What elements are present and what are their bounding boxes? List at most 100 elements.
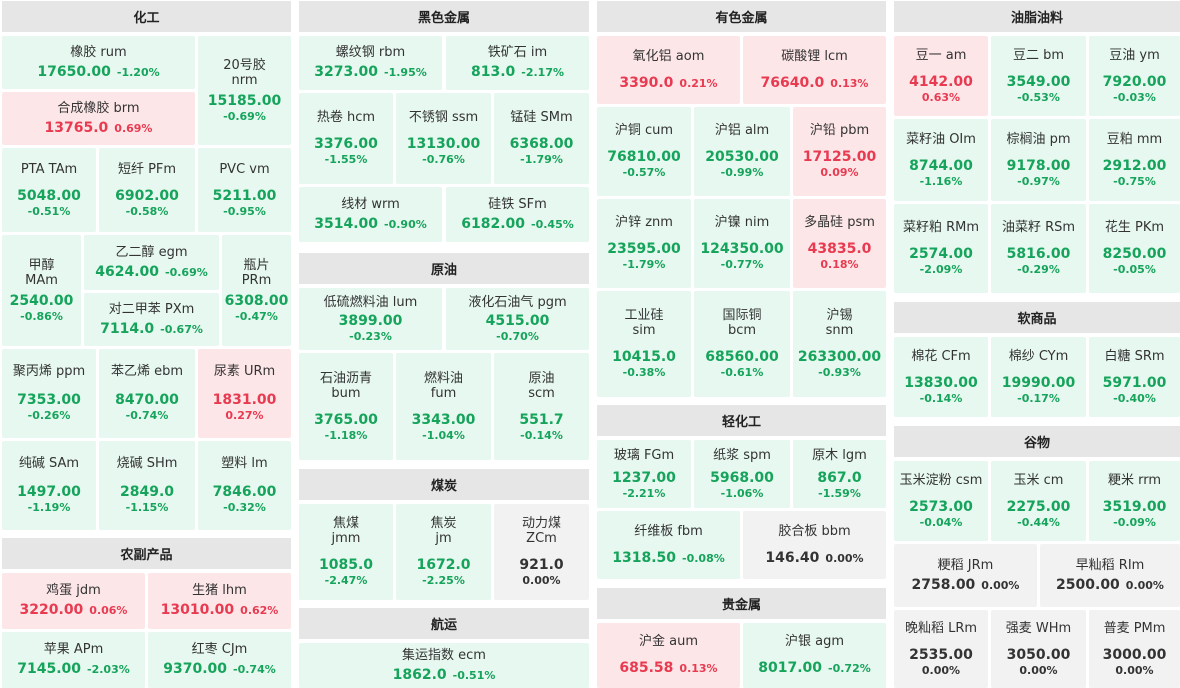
- quote-tile-jdm[interactable]: 鸡蛋 jdm 3220.00 0.06%: [2, 573, 145, 629]
- quote-tile-rim[interactable]: 早籼稻 RIm 2500.00 0.00%: [1040, 544, 1180, 607]
- quote-tile-cfm[interactable]: 棉花 CFm 13830.00 -0.14%: [894, 337, 988, 417]
- quote-tile-aum[interactable]: 沪金 aum 685.58 0.13%: [597, 623, 740, 688]
- quote-tile-rmm[interactable]: 菜籽粕 RMm 2574.00 -2.09%: [894, 204, 988, 293]
- section-header-light: 轻化工: [597, 405, 886, 436]
- quote-tile-rum[interactable]: 橡胶 rum 17650.00 -1.20%: [2, 36, 195, 89]
- quote-code: PRm: [241, 272, 272, 288]
- quote-tile-mm[interactable]: 豆粕 mm 2912.00 -0.75%: [1089, 119, 1180, 201]
- quote-tile-cm[interactable]: 玉米 cm 2275.00 -0.44%: [991, 461, 1086, 541]
- quote-tile-jm[interactable]: 焦炭 jm 1672.0 -2.25%: [396, 504, 491, 600]
- section-header-precious: 贵金属: [597, 588, 886, 619]
- quote-tile-bm[interactable]: 豆二 bm 3549.00 -0.53%: [991, 36, 1086, 116]
- quote-tile-tam[interactable]: PTA TAm 5048.00 -0.51%: [2, 148, 96, 232]
- quote-name: 铁矿石 im: [487, 45, 548, 60]
- quote-tile-aom[interactable]: 氧化铝 aom 3390.0 0.21%: [597, 36, 740, 104]
- quote-tile-vm[interactable]: PVC vm 5211.00 -0.95%: [198, 148, 291, 232]
- quote-tile-lum[interactable]: 低硫燃料油 lum 3899.00 -0.23%: [299, 288, 442, 350]
- quote-tile-bcm[interactable]: 国际铜 bcm 68560.00 -0.61%: [694, 291, 790, 397]
- quote-tile-pgm[interactable]: 液化石油气 pgm 4515.00 -0.70%: [446, 288, 589, 350]
- quote-price: 3390.0: [619, 74, 674, 91]
- quote-tile-lgm[interactable]: 原木 lgm 867.0 -1.59%: [793, 440, 886, 508]
- quote-tile-shm[interactable]: 烧碱 SHm 2849.0 -1.15%: [99, 441, 195, 530]
- quote-price: 43835.0: [807, 241, 872, 257]
- quote-tile-prm[interactable]: 瓶片 PRm 6308.00 -0.47%: [222, 235, 291, 346]
- quote-change: -2.25%: [422, 574, 465, 587]
- quote-tile-sfm[interactable]: 硅铁 SFm 6182.00 -0.45%: [446, 187, 589, 242]
- quote-tile-pfm[interactable]: 短纤 PFm 6902.00 -0.58%: [99, 148, 195, 232]
- quote-tile-pkm[interactable]: 花生 PKm 8250.00 -0.05%: [1089, 204, 1180, 293]
- quote-tile-pmm[interactable]: 普麦 PMm 3000.00 0.00%: [1089, 610, 1180, 688]
- quote-tile-scm[interactable]: 原油 scm 551.7 -0.14%: [494, 353, 589, 460]
- quote-tile-psm[interactable]: 多晶硅 psm 43835.0 0.18%: [793, 199, 886, 288]
- quote-tile-bum[interactable]: 石油沥青 bum 3765.00 -1.18%: [299, 353, 393, 460]
- quote-tile-agm[interactable]: 沪银 agm 8017.00 -0.72%: [743, 623, 886, 688]
- quote-code: nrm: [231, 72, 258, 88]
- section-header-coal: 煤炭: [299, 469, 589, 500]
- quote-tile-wrm[interactable]: 线材 wrm 3514.00 -0.90%: [299, 187, 442, 242]
- quote-tile-egm[interactable]: 乙二醇 egm 4624.00 -0.69%: [84, 235, 219, 290]
- quote-tile-brm[interactable]: 合成橡胶 brm 13765.0 0.69%: [2, 92, 195, 145]
- quote-tile-znm[interactable]: 沪锌 znm 23595.00 -1.79%: [597, 199, 691, 288]
- quote-price: 3765.00: [314, 411, 378, 428]
- quote-tile-cjm[interactable]: 红枣 CJm 9370.00 -0.74%: [148, 632, 291, 688]
- quote-tile-pm[interactable]: 棕榈油 pm 9178.00 -0.97%: [991, 119, 1086, 201]
- quote-tile-fgm[interactable]: 玻璃 FGm 1237.00 -2.21%: [597, 440, 691, 508]
- quote-tile-ecm[interactable]: 集运指数 ecm 1862.0 -0.51%: [299, 643, 589, 688]
- quote-tile-im[interactable]: 铁矿石 im 813.0 -2.17%: [446, 36, 589, 90]
- quote-tile-apm[interactable]: 苹果 APm 7145.00 -2.03%: [2, 632, 145, 688]
- quote-tile-bbm[interactable]: 胶合板 bbm 146.40 0.00%: [743, 511, 886, 579]
- quote-change: -1.59%: [818, 486, 861, 500]
- quote-tile-ssm[interactable]: 不锈钢 ssm 13130.00 -0.76%: [396, 93, 491, 184]
- quote-tile-am[interactable]: 豆一 am 4142.00 0.63%: [894, 36, 988, 116]
- quote-price: 5971.00: [1102, 374, 1167, 391]
- quote-tile-ppm[interactable]: 聚丙烯 ppm 7353.00 -0.26%: [2, 349, 96, 438]
- quote-tile-zcm[interactable]: 动力煤 ZCm 921.0 0.00%: [494, 504, 589, 600]
- quote-tile-lcm[interactable]: 碳酸锂 lcm 76640.0 0.13%: [743, 36, 886, 104]
- quote-tile-ym[interactable]: 豆油 ym 7920.00 -0.03%: [1089, 36, 1180, 116]
- quote-tile-lm[interactable]: 塑料 lm 7846.00 -0.32%: [198, 441, 291, 530]
- quote-price: 146.40: [765, 549, 820, 566]
- quote-tile-jmm[interactable]: 焦煤 jmm 1085.0 -2.47%: [299, 504, 393, 600]
- quote-tile-lrm[interactable]: 晚籼稻 LRm 2535.00 0.00%: [894, 610, 988, 688]
- quote-tile-sam[interactable]: 纯碱 SAm 1497.00 -1.19%: [2, 441, 96, 530]
- quote-name: 红枣 CJm: [191, 642, 248, 657]
- quote-tile-mam[interactable]: 甲醇 MAm 2540.00 -0.86%: [2, 235, 81, 346]
- quote-change: -0.69%: [223, 109, 266, 123]
- quote-price: 3273.00: [314, 64, 379, 80]
- quote-tile-nim[interactable]: 沪镍 nim 124350.00 -0.77%: [694, 199, 790, 288]
- quote-tile-csm[interactable]: 玉米淀粉 csm 2573.00 -0.04%: [894, 461, 988, 541]
- quote-change: -0.90%: [384, 217, 427, 231]
- quote-change: -2.03%: [87, 663, 130, 676]
- quote-change: -0.57%: [622, 166, 666, 179]
- quote-name: 乙二醇 egm: [115, 244, 188, 260]
- quote-tile-smm[interactable]: 锰硅 SMm 6368.00 -1.79%: [494, 93, 589, 184]
- quote-tile-nrm[interactable]: 20号胶 nrm 15185.00 -0.69%: [198, 36, 291, 145]
- quote-tile-hcm[interactable]: 热卷 hcm 3376.00 -1.55%: [299, 93, 393, 184]
- quote-tile-pxm[interactable]: 对二甲苯 PXm 7114.0 -0.67%: [84, 293, 219, 346]
- quote-tile-pbm[interactable]: 沪铅 pbm 17125.00 0.09%: [793, 107, 886, 196]
- quote-tile-urm[interactable]: 尿素 URm 1831.00 0.27%: [198, 349, 291, 438]
- quote-tile-cym[interactable]: 棉纱 CYm 19990.00 -0.17%: [991, 337, 1086, 417]
- quote-tile-whm[interactable]: 强麦 WHm 3050.00 0.00%: [991, 610, 1086, 688]
- quote-tile-alm[interactable]: 沪铝 alm 20530.00 -0.99%: [694, 107, 790, 196]
- quote-tile-srm[interactable]: 白糖 SRm 5971.00 -0.40%: [1089, 337, 1180, 417]
- quote-tile-snm[interactable]: 沪锡 snm 263300.00 -0.93%: [793, 291, 886, 397]
- quote-tile-lhm[interactable]: 生猪 lhm 13010.00 0.62%: [148, 573, 291, 629]
- quote-name: 鸡蛋 jdm: [46, 583, 101, 598]
- quote-tile-fum[interactable]: 燃料油 fum 3343.00 -1.04%: [396, 353, 491, 460]
- quote-tile-ebm[interactable]: 苯乙烯 ebm 8470.00 -0.74%: [99, 349, 195, 438]
- quote-name: 原木 lgm: [812, 447, 867, 463]
- quote-tile-rbm[interactable]: 螺纹钢 rbm 3273.00 -1.95%: [299, 36, 442, 90]
- quote-tile-oim[interactable]: 菜籽油 OIm 8744.00 -1.16%: [894, 119, 988, 201]
- quote-tile-rsm[interactable]: 油菜籽 RSm 5816.00 -0.29%: [991, 204, 1086, 293]
- quote-change: 0.18%: [820, 258, 859, 271]
- quote-name: 合成橡胶 brm: [57, 100, 140, 116]
- quote-code: ZCm: [526, 531, 557, 546]
- quote-tile-rrm[interactable]: 粳米 rrm 3519.00 -0.09%: [1089, 461, 1180, 541]
- quote-tile-fbm[interactable]: 纤维板 fbm 1318.50 -0.08%: [597, 511, 740, 579]
- quote-price: 20530.00: [705, 149, 779, 165]
- quote-tile-spm[interactable]: 纸浆 spm 5968.00 -1.06%: [694, 440, 790, 508]
- quote-tile-jrm[interactable]: 粳稻 JRm 2758.00 0.00%: [894, 544, 1037, 607]
- quote-tile-cum[interactable]: 沪铜 cum 76810.00 -0.57%: [597, 107, 691, 196]
- quote-tile-sim[interactable]: 工业硅 sim 10415.0 -0.38%: [597, 291, 691, 397]
